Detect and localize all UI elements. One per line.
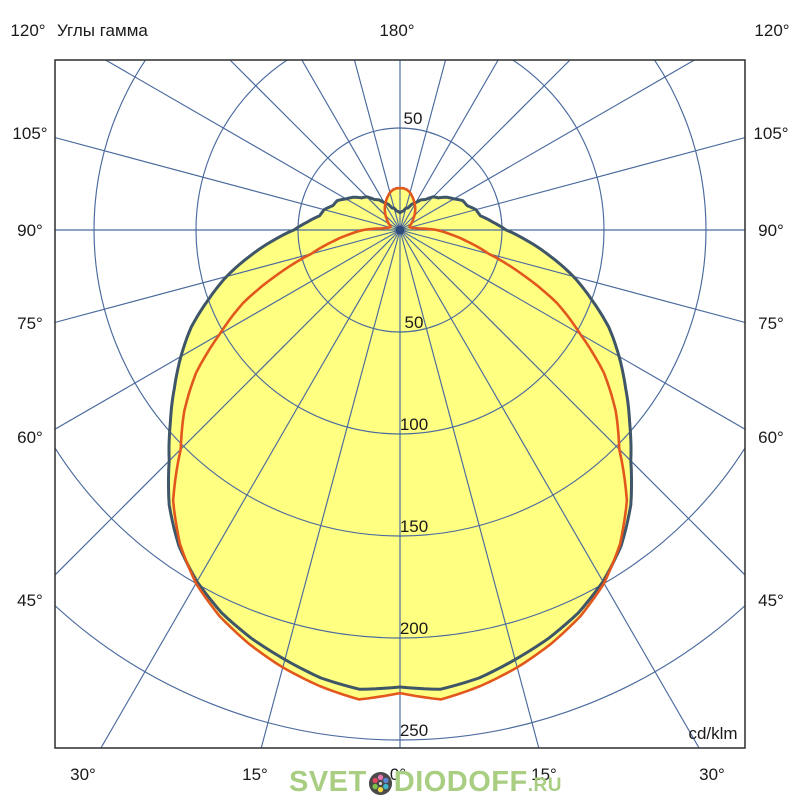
logo-dot	[377, 774, 383, 781]
gamma-angle-label-right: 120°	[754, 21, 789, 40]
radial-tick-label: 250	[400, 721, 428, 740]
gamma-angle-label-bottom: 30°	[70, 765, 96, 784]
polar-grid-ray-60	[399, 229, 745, 430]
gamma-angle-label-bottom: 15°	[531, 765, 557, 784]
polar-grid-ray-75	[399, 229, 745, 324]
unit-label: cd/klm	[688, 724, 737, 743]
polar-grid-ray-30	[399, 229, 700, 748]
radial-tick-label: 150	[400, 517, 428, 536]
logo-dot	[382, 783, 389, 790]
gamma-angle-label-bottom: 15°	[242, 765, 268, 784]
polar-grid-ray-120	[399, 60, 696, 231]
gamma-angle-label-bottom: 0°	[390, 765, 406, 784]
chart-title: Углы гамма	[57, 21, 148, 40]
logo-dot	[372, 783, 378, 790]
watermark-text-right: DIODOFF	[393, 766, 528, 798]
polar-grid-ray-45	[399, 229, 745, 576]
polar-grid-ray-240	[104, 60, 401, 231]
polar-grid-ray-15	[399, 229, 540, 748]
gamma-angle-label-right: 105°	[753, 124, 788, 143]
gamma-angle-label-bottom: 30°	[699, 765, 725, 784]
gamma-angle-label-left: 120°	[10, 21, 45, 40]
logo-dot-center	[378, 781, 382, 786]
polar-grid-ray-315	[55, 229, 401, 576]
gamma-angle-label-left: 45°	[17, 591, 43, 610]
polar-grid-ray-300	[55, 229, 401, 430]
gamma-angle-label-left: 75°	[17, 314, 43, 333]
radial-tick-label: 50	[405, 313, 424, 332]
gamma-angle-label-right: 60°	[758, 428, 784, 447]
polar-grid-ray-330	[100, 229, 401, 748]
radial-tick-label: 100	[400, 415, 428, 434]
watermark-logo-icon	[368, 771, 392, 796]
polar-grid-ray-135	[399, 60, 571, 231]
gamma-angle-label-left: 105°	[12, 124, 47, 143]
gamma-angle-label-right: 75°	[758, 314, 784, 333]
watermark-text-left: SVET	[289, 766, 367, 798]
polar-grid-ray-105	[399, 136, 745, 231]
radial-tick-label: 50	[404, 109, 423, 128]
watermark: SVET DIODOFF .RU	[289, 768, 562, 797]
logo-dot	[372, 777, 378, 784]
intensity-curve-plane-c0-c180	[167, 195, 633, 691]
gamma-angle-label-left: 60°	[17, 428, 43, 447]
logo-dot	[377, 786, 383, 793]
polar-grid-ray-285	[55, 229, 401, 324]
watermark-tld: .RU	[527, 775, 562, 796]
intensity-curve-plane-c90-c270	[171, 186, 629, 701]
polar-grid-ray-225	[229, 60, 401, 231]
gamma-angle-label-left: 90°	[17, 221, 43, 240]
radial-tick-label: 200	[400, 619, 428, 638]
gamma-angle-label-right: 90°	[758, 221, 784, 240]
polar-grid-ray-255	[55, 136, 401, 231]
gamma-angle-label-top: 180°	[379, 21, 414, 40]
center-dot	[395, 225, 405, 235]
gamma-angle-label-right: 45°	[758, 591, 784, 610]
logo-dot	[382, 777, 389, 784]
polar-grid-ray-345	[260, 229, 401, 748]
chart-frame	[54, 59, 746, 749]
